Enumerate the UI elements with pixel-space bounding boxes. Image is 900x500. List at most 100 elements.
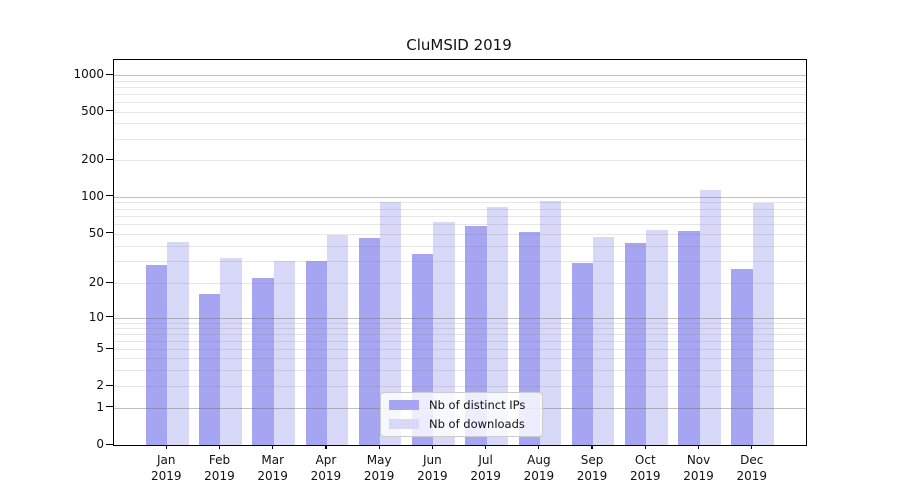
gridline-minor-7: [114, 333, 806, 335]
y-tick-label-10: 10: [88, 309, 104, 324]
x-tick-mark-feb: [218, 445, 221, 449]
y-tick-mark-1000: [106, 73, 113, 75]
x-tick-mark-may: [378, 445, 380, 449]
gridline-minor-300: [114, 138, 806, 140]
y-tick-label-1000: 1000: [73, 67, 104, 81]
y-tick-mark-50: [106, 232, 113, 234]
bar-downloads-jun: [433, 222, 455, 445]
plot-area: [113, 59, 807, 446]
y-tick-mark-10: [106, 316, 113, 318]
x-tick-mark-aug: [538, 445, 540, 449]
gridline-minor-20: [114, 283, 806, 284]
gridline-minor-5: [114, 349, 806, 351]
gridline-minor-700: [114, 93, 806, 95]
bar-distinct-ips-oct: [625, 243, 647, 445]
bar-distinct-ips-aug: [518, 231, 540, 445]
bar-distinct-ips-nov: [678, 230, 700, 445]
gridline-minor-900: [114, 80, 806, 82]
x-tick-label-sep: Sep 2019: [576, 453, 608, 483]
y-tick-mark-100: [106, 195, 113, 197]
y-tick-mark-5: [106, 347, 113, 349]
legend-item-downloads: Nb of downloads: [381, 415, 542, 435]
x-tick-label-apr: Apr 2019: [310, 453, 342, 483]
y-tick-label-0: 0: [96, 437, 104, 451]
y-tick-label-500: 500: [81, 103, 104, 118]
gridline-major-100: [114, 196, 806, 198]
gridline-minor-70: [114, 215, 806, 217]
bar-distinct-ips-jul: [465, 225, 487, 445]
x-tick-label-jan: Jan 2019: [150, 453, 182, 483]
y-tick-label-100: 100: [81, 188, 104, 203]
bar-downloads-oct: [646, 229, 668, 445]
bar-downloads-mar: [273, 261, 295, 445]
x-tick-mark-dec: [751, 445, 753, 449]
gridline-minor-60: [114, 223, 806, 225]
legend-item-distinct-ips: Nb of distinct IPs: [381, 395, 542, 415]
x-tick-mark-apr: [325, 445, 327, 449]
y-tick-label-2: 2: [96, 378, 104, 392]
legend-swatch-downloads: [389, 419, 419, 430]
bar-downloads-jul: [486, 207, 508, 445]
bar-distinct-ips-jan: [145, 264, 168, 445]
bar-downloads-apr: [326, 234, 349, 445]
gridline-minor-2: [114, 386, 806, 387]
legend: Nb of distinct IPs Nb of downloads: [380, 392, 543, 437]
gridline-minor-200: [114, 160, 806, 161]
gridline-minor-80: [114, 208, 806, 210]
x-tick-label-nov: Nov 2019: [683, 453, 714, 483]
x-tick-mark-nov: [697, 445, 700, 449]
x-tick-mark-jan: [165, 445, 167, 449]
x-tick-label-may: May 2019: [363, 453, 395, 483]
y-tick-label-50: 50: [88, 225, 104, 240]
y-tick-label-5: 5: [96, 341, 104, 356]
bar-distinct-ips-feb: [199, 294, 221, 445]
gridline-major-1000: [114, 75, 806, 76]
y-tick-mark-20: [106, 281, 113, 283]
bar-downloads-nov: [699, 189, 721, 445]
x-tick-label-dec: Dec 2019: [736, 453, 768, 483]
gridline-minor-3: [114, 369, 806, 371]
bar-distinct-ips-sep: [571, 263, 594, 445]
gridline-minor-50: [114, 233, 806, 235]
gridline-minor-30: [114, 261, 806, 263]
gridline-minor-600: [114, 102, 806, 104]
gridline-minor-9: [114, 322, 806, 324]
bar-downloads-may: [380, 202, 402, 445]
x-tick-label-jun: Jun 2019: [417, 453, 448, 483]
gridline-minor-4: [114, 358, 806, 360]
x-tick-mark-jun: [431, 445, 433, 449]
x-tick-mark-sep: [591, 445, 593, 449]
gridline-minor-40: [114, 245, 806, 247]
x-tick-mark-oct: [644, 445, 646, 449]
gridline-major-10: [114, 317, 806, 319]
y-tick-mark-0: [106, 443, 113, 445]
y-tick-mark-2: [106, 384, 113, 386]
chart-title: CluMSID 2019: [406, 36, 512, 54]
gridline-minor-400: [114, 123, 806, 125]
y-tick-mark-200: [106, 158, 113, 160]
bar-distinct-ips-dec: [731, 268, 753, 445]
bar-downloads-feb: [220, 257, 242, 445]
legend-label-distinct-ips: Nb of distinct IPs: [429, 397, 526, 412]
gridline-minor-8: [114, 327, 806, 329]
x-tick-mark-jul: [485, 445, 487, 449]
x-tick-mark-mar: [272, 445, 274, 449]
bar-downloads-jan: [167, 241, 189, 445]
x-tick-label-feb: Feb 2019: [204, 453, 235, 483]
bar-downloads-dec: [752, 202, 775, 445]
gridline-minor-6: [114, 340, 806, 342]
bar-downloads-aug: [539, 201, 562, 445]
legend-label-downloads: Nb of downloads: [429, 417, 525, 432]
y-tick-mark-500: [106, 110, 113, 112]
y-tick-label-1: 1: [96, 399, 104, 414]
legend-swatch-distinct-ips: [389, 399, 419, 410]
gridline-minor-800: [114, 86, 806, 88]
y-tick-label-20: 20: [88, 275, 104, 289]
x-tick-label-mar: Mar 2019: [257, 453, 288, 483]
bar-downloads-sep: [593, 237, 615, 445]
gridline-minor-90: [114, 202, 806, 204]
y-tick-mark-1: [106, 406, 113, 408]
bar-distinct-ips-mar: [252, 277, 274, 445]
x-tick-label-aug: Aug 2019: [523, 453, 555, 483]
